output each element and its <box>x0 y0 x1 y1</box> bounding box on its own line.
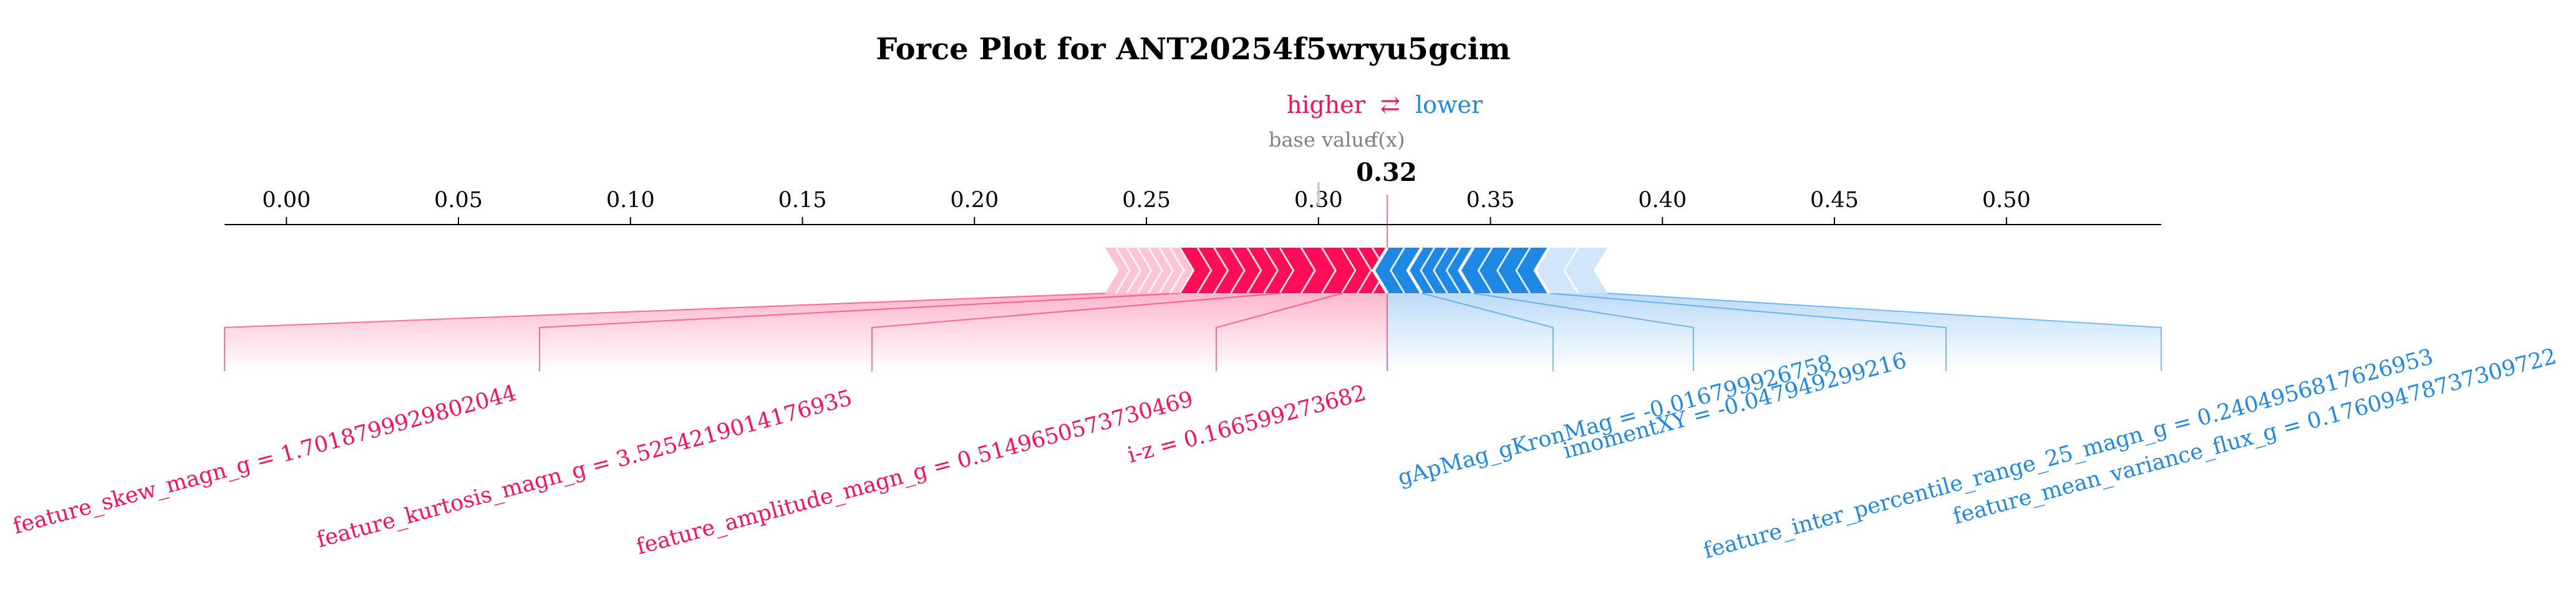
connectors <box>224 195 2162 371</box>
feature-labels: feature_skew_magn_g = 1.7018799929802044… <box>11 344 2559 563</box>
force-bars <box>1105 246 1608 294</box>
force-striation <box>1229 247 1246 294</box>
force-striation <box>1246 247 1262 294</box>
force-segment-negative <box>1459 248 1549 293</box>
force-segment-positive <box>1181 248 1295 293</box>
feature-label-negative: gApMag_gKronMag = -0.016799926758 <box>1395 351 1835 491</box>
force-striation <box>1213 247 1229 294</box>
force-striation <box>1300 247 1316 294</box>
force-segment-negative <box>1535 248 1608 293</box>
connector-negative <box>1549 293 1947 371</box>
tick-label: 0.00 <box>262 188 311 213</box>
force-striation <box>1477 247 1493 294</box>
connector-positive <box>871 293 1281 371</box>
force-segment-positive <box>1281 248 1357 293</box>
x-axis: 0.00 0.05 0.10 0.15 0.20 0.25 0.30 0.35 0.40 0.45… <box>225 182 2161 225</box>
force-striation <box>1420 247 1436 294</box>
force-striation <box>1496 247 1512 294</box>
tick-label: 0.45 <box>1810 188 1859 213</box>
tick-label: 0.05 <box>434 188 483 213</box>
force-striation <box>1158 247 1174 294</box>
base-value-label: base value <box>1269 128 1376 152</box>
connector-area-positive <box>225 293 1388 371</box>
legend: higher ⇄ lower <box>1287 91 1483 119</box>
feature-label-positive: feature_amplitude_magn_g = 0.51496505737… <box>634 387 1196 560</box>
tick-label: 0.10 <box>606 188 655 213</box>
connector-positive <box>539 293 1181 371</box>
force-striation <box>1563 247 1579 294</box>
connector-negative <box>1473 293 1694 371</box>
connector-positive <box>224 293 1105 371</box>
force-separator <box>1533 246 1551 294</box>
force-segment-positive <box>1105 248 1195 293</box>
svg-text:higher ⇄ lower: higher ⇄ lower <box>1287 91 1483 119</box>
legend-lower: lower <box>1415 91 1483 119</box>
legend-arrow: ⇄ <box>1380 91 1400 119</box>
force-striation <box>1115 247 1131 294</box>
force-striation <box>1126 247 1142 294</box>
tick-label: 0.15 <box>778 188 827 213</box>
force-striation <box>1445 247 1461 294</box>
force-separator <box>1372 246 1389 294</box>
chart-title: Force Plot for ANT20254f5wryu5gcim <box>876 32 1511 67</box>
force-segment-negative <box>1408 248 1473 293</box>
force-striation <box>1515 247 1531 294</box>
force-striation <box>1136 247 1153 294</box>
tick-label: 0.50 <box>1982 188 2031 213</box>
force-striation <box>1147 247 1163 294</box>
force-striation <box>1263 247 1279 294</box>
tick-label: 0.35 <box>1466 188 1515 213</box>
fx-value: 0.32 <box>1356 158 1416 187</box>
connector-negative <box>1421 293 1554 371</box>
feature-label-positive: feature_kurtosis_magn_g = 3.525421901417… <box>314 386 855 553</box>
connector-positive <box>1216 293 1343 371</box>
force-striation <box>1321 247 1337 294</box>
force-striation <box>1357 247 1373 294</box>
fx-label: f(x) <box>1371 128 1405 152</box>
legend-higher: higher <box>1287 91 1366 119</box>
tick-label: 0.20 <box>950 188 999 213</box>
feature-label-negative: feature_mean_variance_flux_g = 0.1760947… <box>1950 344 2559 529</box>
force-striation <box>1389 247 1405 294</box>
force-striation <box>1432 247 1448 294</box>
tick-label: 0.25 <box>1122 188 1171 213</box>
connector-negative <box>1607 293 2162 371</box>
force-striation <box>1196 247 1213 294</box>
connector-area-negative <box>1387 293 2161 371</box>
force-striation <box>1169 247 1185 294</box>
force-separator <box>1458 246 1475 294</box>
tick-label: 0.40 <box>1638 188 1687 213</box>
force-segment-negative <box>1373 248 1422 293</box>
force-separator <box>1406 246 1423 294</box>
